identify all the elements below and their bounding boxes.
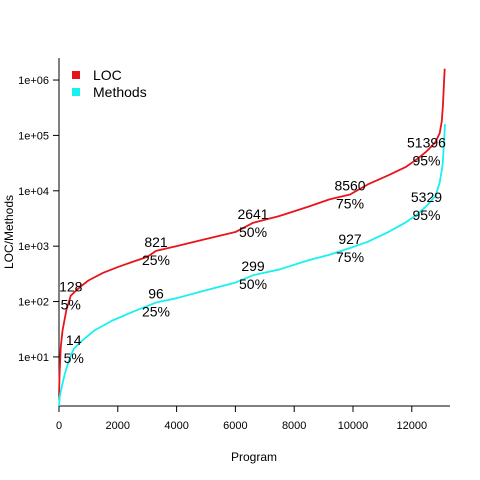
x-tick-label: 8000 [282, 420, 306, 432]
x-tick-label: 6000 [223, 420, 247, 432]
annotation-value: 128 [59, 279, 83, 295]
y-tick-label: 1e+06 [18, 75, 49, 87]
annotation-value: 821 [144, 234, 168, 250]
annotation-percentile: 25% [142, 252, 170, 268]
annotation-layer: 128 5% 821 25% 2641 50% 8560 75% 51396 95% 14 5% 96 2… [59, 134, 446, 365]
series-layer [58, 68, 446, 407]
annotation-value: 8560 [334, 178, 365, 194]
x-tick-label: 12000 [396, 420, 427, 432]
series-line-methods [58, 124, 446, 407]
annotation-percentile: 5% [61, 297, 81, 313]
annotation-value: 96 [148, 286, 164, 302]
x-tick-label: 4000 [164, 420, 188, 432]
legend-swatch-methods [72, 88, 80, 96]
y-tick-label: 1e+04 [18, 186, 49, 198]
annotation-percentile: 95% [412, 152, 440, 168]
y-tick-label: 1e+02 [18, 297, 49, 309]
annotation-value: 299 [241, 258, 265, 274]
y-axis-title: LOC/Methods [2, 195, 16, 269]
x-tick-label: 0 [56, 420, 62, 432]
annotation-percentile: 5% [64, 350, 84, 366]
y-tick-label: 1e+01 [18, 352, 49, 364]
annotation-value: 5329 [411, 189, 442, 205]
annotation-percentile: 75% [336, 249, 364, 265]
axes: 0 2000 4000 6000 8000 10000 12000 1e+01 1e+02 1e+… [18, 58, 450, 432]
annotation-value: 51396 [407, 134, 446, 150]
annotation-percentile: 95% [412, 207, 440, 223]
legend-label: LOC [93, 67, 122, 83]
y-tick-label: 1e+05 [18, 130, 49, 142]
legend-swatch-loc [72, 71, 80, 79]
annotation-percentile: 75% [336, 196, 364, 212]
series-line-loc [58, 68, 446, 396]
x-tick-label: 2000 [106, 420, 130, 432]
annotation-percentile: 50% [239, 224, 267, 240]
annotation-value: 927 [338, 231, 362, 247]
y-tick-label: 1e+03 [18, 241, 49, 253]
annotation-percentile: 25% [142, 304, 170, 320]
annotation-value: 14 [66, 332, 82, 348]
annotation-value: 2641 [237, 206, 268, 222]
x-tick-label: 10000 [338, 420, 369, 432]
legend-label: Methods [93, 84, 147, 100]
x-axis-title: Program [231, 450, 277, 464]
annotation-percentile: 50% [239, 276, 267, 292]
